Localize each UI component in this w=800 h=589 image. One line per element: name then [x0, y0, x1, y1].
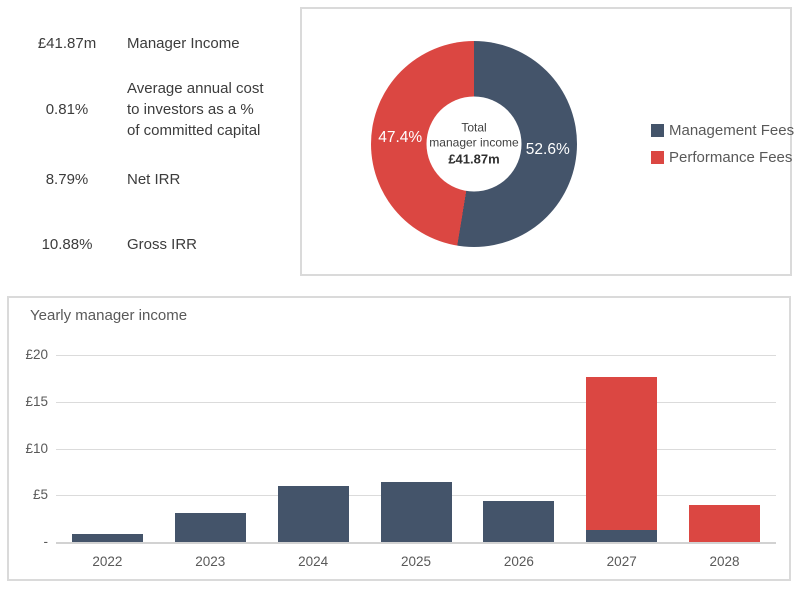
- stat-label: Net IRR: [127, 170, 181, 188]
- y-tick-label: £20: [25, 347, 48, 363]
- y-tick-label: -: [43, 534, 49, 549]
- stat-net-irr: 8.79% Net IRR: [17, 168, 181, 190]
- donut-center-value: £41.87m: [448, 151, 500, 167]
- x-tick-label: 2023: [195, 554, 226, 569]
- x-tick-label: 2024: [298, 554, 329, 569]
- stats-panel: £41.87m Manager Income 0.81% Average ann…: [0, 0, 300, 290]
- stat-manager-income: £41.87m Manager Income: [17, 32, 240, 54]
- gridline: [56, 401, 776, 403]
- bar-segment: [483, 500, 555, 542]
- performance-fees-swatch-icon: [651, 151, 664, 164]
- bar-chart-title: Yearly manager income: [30, 307, 188, 324]
- donut-center-line2: manager income: [429, 135, 519, 150]
- stat-label: Average annual cost to investors as a % …: [127, 80, 264, 139]
- management-fees-swatch-icon: [651, 124, 664, 137]
- stat-gross-irr: 10.88% Gross IRR: [17, 233, 197, 255]
- bar-segment: [277, 485, 349, 542]
- legend-item-management-fees: Management Fees: [651, 122, 794, 139]
- stat-label: Gross IRR: [127, 235, 198, 253]
- donut-center-line1: Total: [461, 120, 487, 135]
- y-tick-label: £10: [25, 440, 48, 456]
- bar-segment: [174, 513, 246, 542]
- legend-label: Performance Fees: [669, 149, 793, 166]
- stat-value: 8.79%: [45, 170, 89, 188]
- legend-item-performance-fees: Performance Fees: [651, 149, 794, 166]
- y-tick-label: £5: [32, 487, 48, 503]
- donut-legend: Management Fees Performance Fees: [651, 122, 794, 166]
- donut-slice-label: 47.4%: [378, 128, 423, 146]
- legend-label: Management Fees: [669, 122, 795, 139]
- bar-chart: £20 £15 £10 £5 - 2022 2023 2024 2025 2026 2027 2028: [9, 298, 789, 579]
- bar-segment: [380, 482, 452, 542]
- stat-average-annual-cost: 0.81% Average annual cost to investors a…: [17, 78, 264, 141]
- stat-label: Manager Income: [127, 34, 240, 52]
- bar-segment: [586, 376, 658, 530]
- fee-split-panel: Total manager income £41.87m 52.6% 47.4% …: [300, 7, 794, 276]
- bar-segment: [689, 504, 761, 542]
- x-tick-label: 2027: [606, 554, 637, 569]
- gridline: [56, 355, 776, 357]
- donut-chart: Total manager income £41.87m 52.6% 47.4%: [371, 41, 577, 247]
- x-tick-label: 2028: [709, 554, 740, 569]
- x-tick-label: 2026: [503, 554, 534, 569]
- yearly-income-panel: Yearly manager income £20 £15 £10 £5 - 2022 20…: [7, 296, 791, 581]
- bar-segment: [71, 533, 143, 542]
- x-tick-label: 2022: [92, 554, 123, 569]
- gridline: [56, 448, 776, 450]
- stat-value: 10.88%: [41, 235, 93, 253]
- stat-value: £41.87m: [37, 34, 97, 52]
- donut-center-label: Total manager income £41.87m: [426, 96, 522, 192]
- stat-value: 0.81%: [45, 101, 89, 118]
- donut-slice-label: 52.6%: [525, 141, 570, 159]
- x-axis-line: [56, 542, 776, 544]
- x-tick-label: 2025: [400, 554, 431, 569]
- bar-segment: [586, 529, 658, 542]
- y-tick-label: £15: [25, 393, 48, 409]
